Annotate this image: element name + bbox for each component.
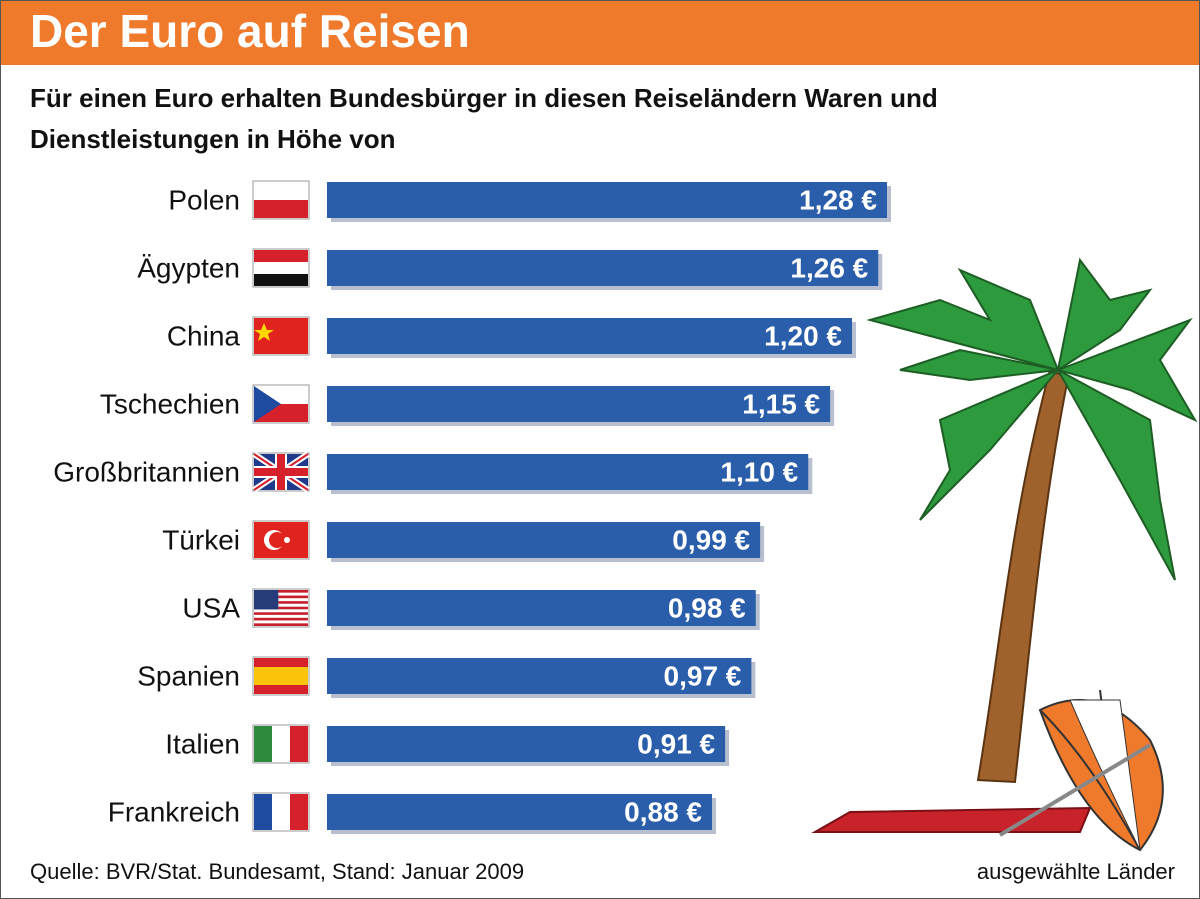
bar <box>327 794 712 830</box>
flag-part <box>254 386 281 422</box>
y-tick-label: USA <box>182 592 240 623</box>
flag-part <box>254 262 308 274</box>
flag-part <box>254 794 272 830</box>
bar <box>327 726 726 762</box>
flag-part <box>254 590 308 593</box>
flag-part <box>290 794 308 830</box>
flag-part <box>254 609 308 613</box>
bar <box>327 182 887 218</box>
flag-part <box>254 726 272 762</box>
data-label: 0,99 € <box>672 524 750 555</box>
flag-part <box>272 726 290 762</box>
flag-part <box>254 200 308 218</box>
flag-part <box>254 601 308 604</box>
flag-part <box>272 794 290 830</box>
flag-part <box>254 595 308 599</box>
y-tick-label: Spanien <box>137 660 240 691</box>
bar <box>327 522 761 558</box>
y-tick-label: Polen <box>168 184 240 215</box>
palm-tree <box>866 257 1198 784</box>
source: Quelle: BVR/Stat. Bundesamt, Stand: Janu… <box>30 859 524 884</box>
y-tick-label: Großbritannien <box>53 456 240 487</box>
flag-part <box>254 274 308 286</box>
y-tick-label: China <box>167 320 241 351</box>
data-label: 1,26 € <box>790 252 868 283</box>
data-label: 0,88 € <box>624 796 702 827</box>
data-label: 1,10 € <box>720 456 798 487</box>
data-label: 0,97 € <box>664 660 742 691</box>
flag-part <box>254 182 308 200</box>
bar <box>327 386 831 422</box>
flag-part <box>254 250 308 262</box>
flag-part <box>254 590 279 610</box>
y-tick-label: Ägypten <box>137 252 240 283</box>
flag-part <box>254 592 308 596</box>
flag-part <box>254 620 308 624</box>
flag-part <box>284 537 290 543</box>
chart-subtitle: Dienstleistungen in Höhe von <box>30 124 395 154</box>
chart-subtitle: Für einen Euro erhalten Bundesbürger in … <box>30 83 938 113</box>
bar <box>327 454 809 490</box>
flag-part <box>254 323 274 341</box>
data-label: 1,28 € <box>799 184 877 215</box>
y-tick-label: Türkei <box>162 524 240 555</box>
flag-part <box>254 623 308 626</box>
bar <box>327 318 852 354</box>
flag-part <box>254 468 308 476</box>
flag-part <box>254 598 308 602</box>
flag-part <box>290 726 308 762</box>
y-tick-label: Tschechien <box>100 388 240 419</box>
bar <box>327 250 879 286</box>
y-tick-label: Italien <box>165 728 240 759</box>
flag-part <box>269 532 285 548</box>
flag-part <box>254 606 308 610</box>
flag-part <box>254 603 308 607</box>
flag-part <box>254 614 308 618</box>
data-label: 1,20 € <box>764 320 842 351</box>
flag-part <box>254 617 308 621</box>
bar <box>327 590 756 626</box>
data-label: 0,91 € <box>637 728 715 759</box>
bar <box>327 658 752 694</box>
data-label: 1,15 € <box>742 388 820 419</box>
data-label: 0,98 € <box>668 592 746 623</box>
flag-part <box>254 667 308 685</box>
header-band <box>1 1 1199 65</box>
y-tick-label: Frankreich <box>108 796 240 827</box>
flag-part <box>254 612 308 615</box>
beach-umbrella <box>811 689 1164 852</box>
note: ausgewählte Länder <box>977 859 1175 884</box>
chart-title: Der Euro auf Reisen <box>30 5 470 57</box>
